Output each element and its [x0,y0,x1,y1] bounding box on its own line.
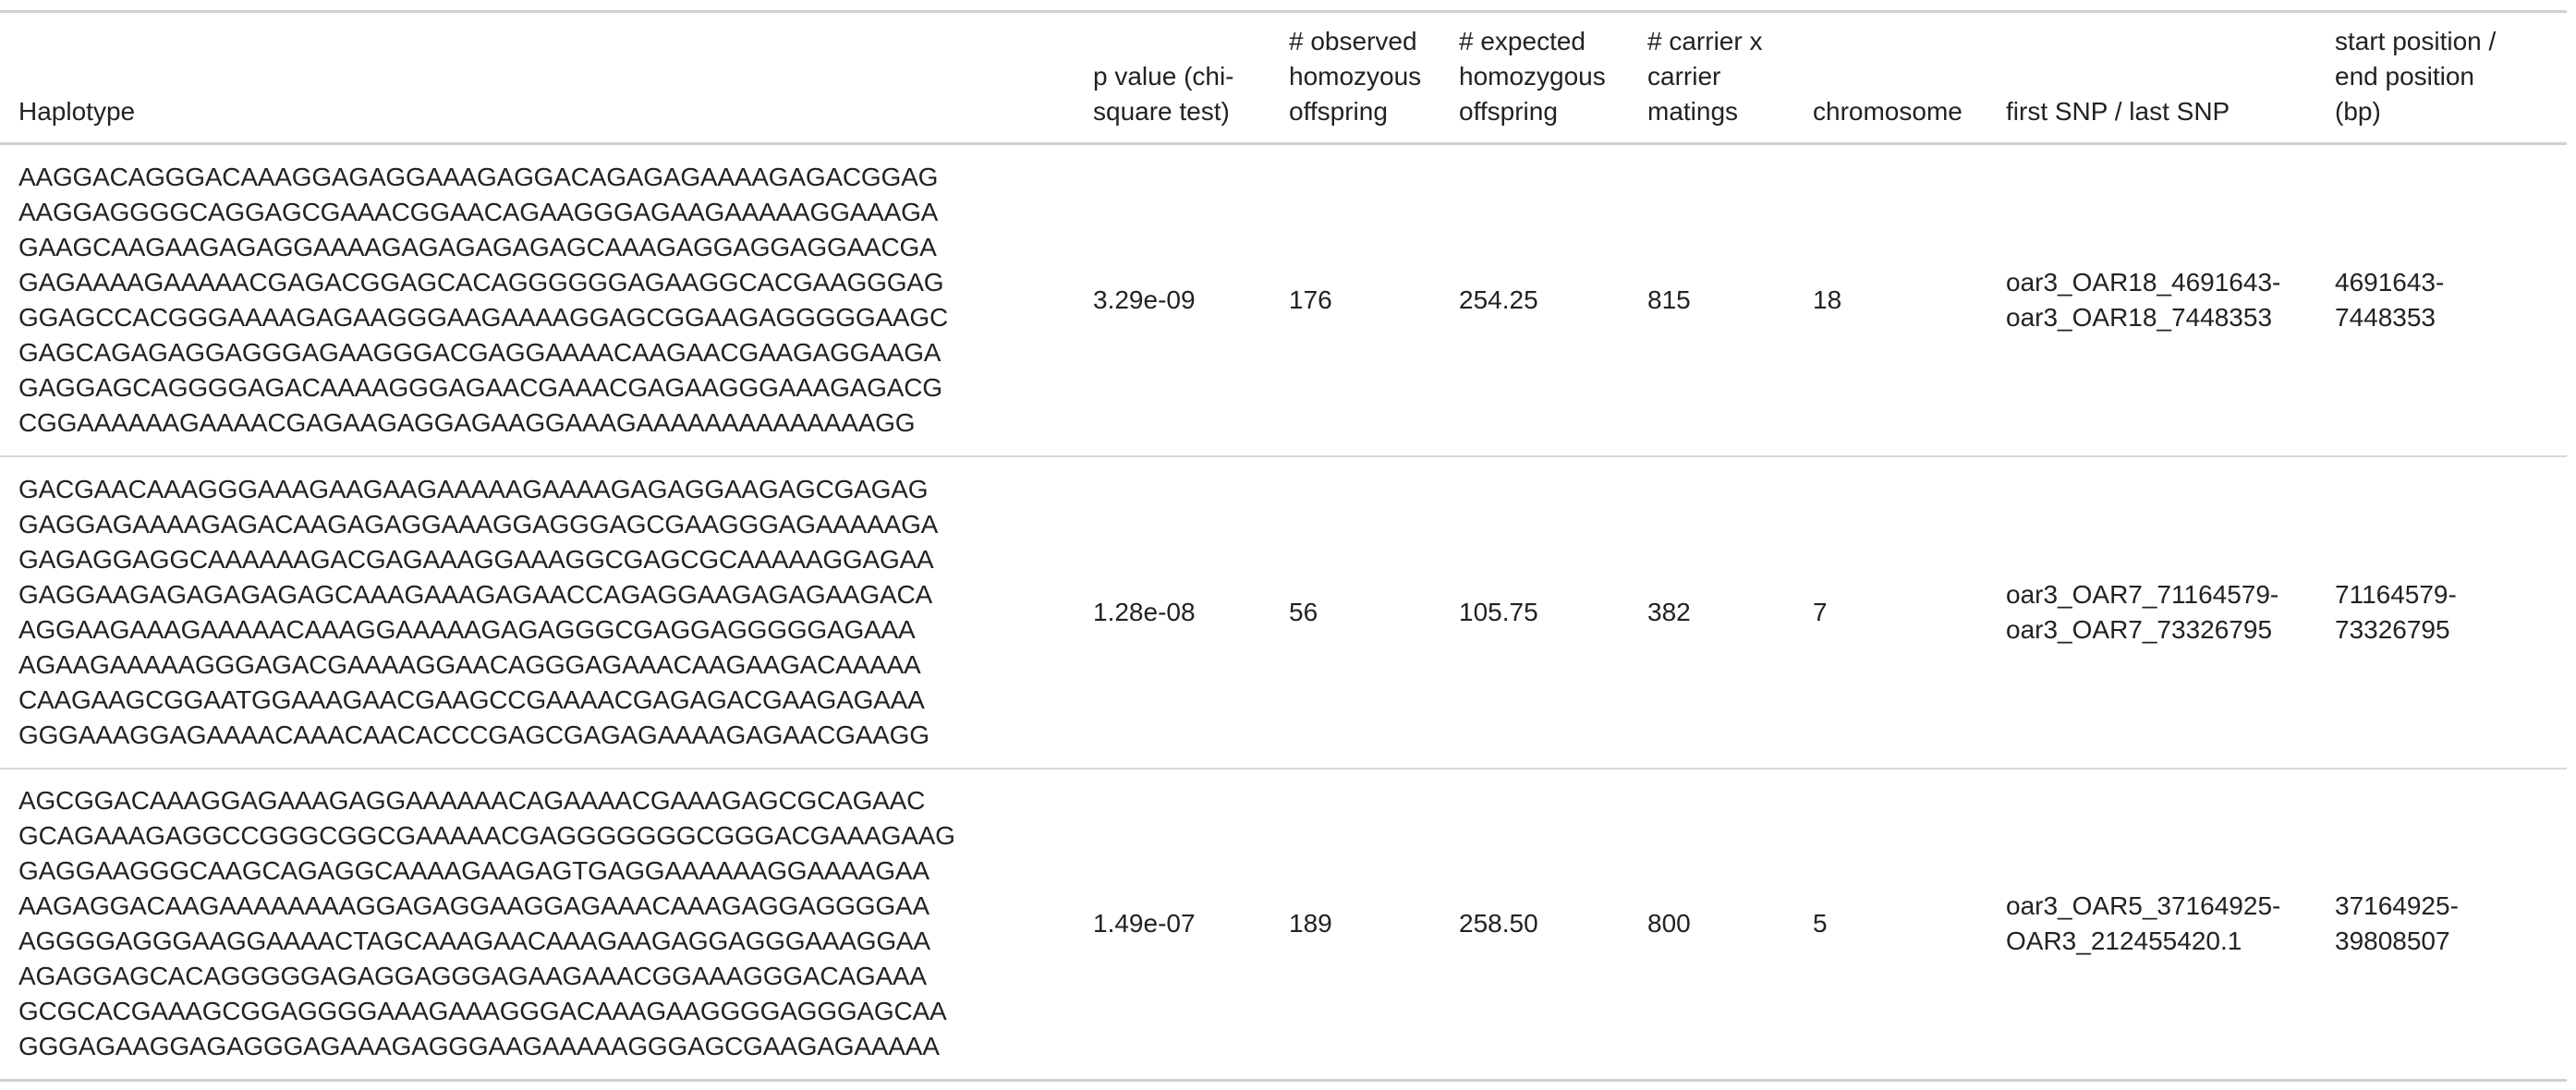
table-body: AAGGACAGGGACAAAGGAGAGGAAAGAGGACAGAGAGAAA… [0,144,2567,1081]
expected-cell: 254.25 [1459,285,1538,314]
observed-cell: 56 [1289,597,1318,626]
position-cell: 71164579- 73326795 [2335,579,2457,644]
sequence-line: AGGGGAGGGAAGGAAAACTAGCAAAGAACAAAGAAGAGGA… [18,926,930,956]
position-cell: 4691643- 7448353 [2335,267,2445,332]
snp-cell: oar3_OAR18_4691643- oar3_OAR18_7448353 [2006,267,2281,332]
table-row: GACGAACAAAGGGAAAGAAGAAGAAAAAGAAAAGAGAGGA… [0,456,2567,769]
header-row: Haplotype p value (chi- square test) # o… [0,11,2567,144]
carrier-matings-cell: 382 [1647,597,1691,626]
sequence-line: AGAAGAAAAAGGGAGACGAAAAGGAACAGGGAGAAACAAG… [18,649,921,679]
sequence-line: AGCGGACAAAGGAGAAAGAGGAAAAAACAGAAAACGAAAG… [18,786,926,816]
sequence-line: GAGGAGCAGGGGAGACAAAAGGGAGAACGAAACGAGAAGG… [18,372,942,402]
snp-cell: oar3_OAR7_71164579- oar3_OAR7_73326795 [2006,579,2279,644]
carrier-matings-cell: 815 [1647,285,1691,314]
haplotype-sequence: AAGGACAGGGACAAAGGAGAGGAAAGAGGACAGAGAGAAA… [0,144,1075,456]
chromosome-cell: 5 [1813,909,1828,939]
observed-cell: 176 [1289,285,1332,314]
sequence-line: AGAGGAGCACAGGGGGAGAGGAGGGAGAAGAAACGGAAAG… [18,962,927,991]
carrier-matings-cell: 800 [1647,909,1691,939]
haplotype-table: Haplotype p value (chi- square test) # o… [0,10,2567,1082]
sequence-line: CGGAAAAAAGAAAACGAGAAGAGGAGAAGGAAAGAAAAAA… [18,407,916,437]
sequence-line: AAGGACAGGGACAAAGGAGAGGAAAGAGGACAGAGAGAAA… [18,162,939,191]
observed-cell: 189 [1289,909,1332,939]
sequence-line: GCGCACGAAAGCGGAGGGGAAAGAAAGGGACAAAGAAGGG… [18,997,947,1026]
expected-cell: 105.75 [1459,597,1538,626]
header-haplotype: Haplotype [18,97,136,126]
chromosome-cell: 18 [1813,285,1842,314]
sequence-line: GAGAGGAGGCAAAAAAGACGAGAAAGGAAAGGCGAGCGCA… [18,544,934,574]
sequence-line: AAGAGGACAAGAAAAAAAAGGAGAGGAAGGAGAAACAAAG… [18,891,930,921]
header-chromosome: chromosome [1813,97,1962,126]
table-row: AGCGGACAAAGGAGAAAGAGGAAAAAACAGAAAACGAAAG… [0,769,2567,1081]
header-expected: # expected homozygous offspring [1459,27,1606,126]
sequence-line: GAGGAGAAAAGAGACAAGAGAGGAAAGGAGGGAGCGAAGG… [18,509,939,539]
sequence-line: GAGGAAGAGAGAGAGAGCAAAGAAAGAGAACCAGAGGAAG… [18,579,932,609]
pvalue-cell: 3.29e-09 [1093,285,1196,314]
table-row: AAGGACAGGGACAAAGGAGAGGAAAGAGGACAGAGAGAAA… [0,144,2567,456]
header-observed: # observed homozyous offspring [1289,27,1422,126]
header-pvalue: p value (chi- square test) [1093,62,1234,126]
sequence-line: GAAGCAAGAAGAGAGGAAAAGAGAGAGAGAGCAAAGAGGA… [18,232,937,261]
sequence-line: GAGAAAAGAAAAACGAGACGGAGCACAGGGGGGAGAAGGC… [18,267,944,297]
sequence-line: GGGAAAGGAGAAAACAAACAACACCCGAGCGAGAGAAAAG… [18,720,930,749]
header-position: start position / end position (bp) [2335,27,2497,126]
sequence-line: GGAGCCACGGGAAAAGAGAAGGGAAGAAAAGGAGCGGAAG… [18,302,948,332]
sequence-line: GAGGAAGGGCAAGCAGAGGCAAAAGAAGAGTGAGGAAAAA… [18,856,930,886]
haplotype-sequence: GACGAACAAAGGGAAAGAAGAAGAAAAAGAAAAGAGAGGA… [0,456,1075,769]
sequence-line: AAGGAGGGGCAGGAGCGAAACGGAACAGAAGGGAGAAGAA… [18,197,939,226]
sequence-line: GGGAGAAGGAGAGGGAGAAAGAGGGAAGAAAAAGGGAGCG… [18,1032,940,1061]
snp-cell: oar3_OAR5_37164925- OAR3_212455420.1 [2006,891,2281,956]
sequence-line: GCAGAAAGAGGCCGGGCGGCGAAAAACGAGGGGGGGCGGG… [18,821,955,851]
pvalue-cell: 1.28e-08 [1093,597,1196,626]
sequence-line: CAAGAAGCGGAATGGAAAGAACGAAGCCGAAAACGAGAGA… [18,684,925,714]
sequence-line: GAGCAGAGAGGAGGGAGAAGGGACGAGGAAAACAAGAACG… [18,337,942,367]
pvalue-cell: 1.49e-07 [1093,909,1196,939]
position-cell: 37164925- 39808507 [2335,891,2459,956]
header-snp: first SNP / last SNP [2006,97,2230,126]
table-header: Haplotype p value (chi- square test) # o… [0,11,2567,144]
chromosome-cell: 7 [1813,597,1828,626]
sequence-line: GACGAACAAAGGGAAAGAAGAAGAAAAAGAAAAGAGAGGA… [18,474,929,503]
haplotype-sequence: AGCGGACAAAGGAGAAAGAGGAAAAAACAGAAAACGAAAG… [0,769,1075,1081]
expected-cell: 258.50 [1459,909,1538,939]
header-carrier-matings: # carrier x carrier matings [1647,27,1763,126]
sequence-line: AGGAAGAAAGAAAAACAAAGGAAAAAGAGAGGGCGAGGAG… [18,614,916,644]
